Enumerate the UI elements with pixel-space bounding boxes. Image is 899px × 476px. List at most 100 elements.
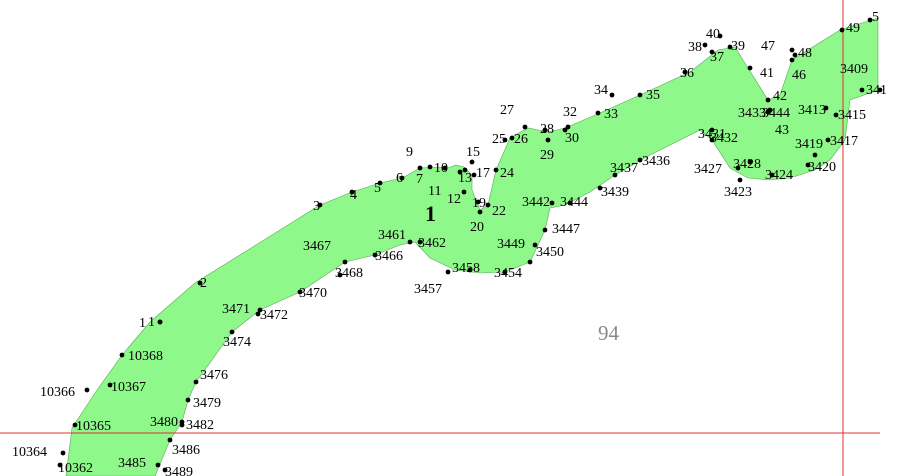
vertex-point[interactable]	[542, 127, 548, 133]
vertex-point[interactable]	[812, 152, 818, 158]
vertex-point[interactable]	[155, 462, 161, 468]
vertex-point[interactable]	[197, 280, 203, 286]
vertex-point[interactable]	[417, 239, 423, 245]
vertex-point[interactable]	[372, 252, 378, 258]
vertex-label: 7	[416, 172, 423, 187]
vertex-point[interactable]	[445, 269, 451, 275]
vertex-point[interactable]	[637, 92, 643, 98]
vertex-point[interactable]	[407, 239, 413, 245]
vertex-point[interactable]	[609, 92, 615, 98]
vertex-label: 39	[731, 39, 745, 54]
vertex-point[interactable]	[477, 209, 483, 215]
vertex-point[interactable]	[485, 202, 491, 208]
vertex-point[interactable]	[637, 157, 643, 163]
vertex-point[interactable]	[597, 185, 603, 191]
vertex-label: 3423	[724, 185, 752, 200]
vertex-point[interactable]	[167, 437, 173, 443]
vertex-point[interactable]	[502, 269, 508, 275]
vertex-point[interactable]	[84, 387, 90, 393]
vertex-point[interactable]	[72, 422, 78, 428]
vertex-point[interactable]	[549, 200, 555, 206]
vertex-point[interactable]	[229, 329, 235, 335]
vertex-label: 3470	[299, 286, 327, 301]
vertex-point[interactable]	[469, 159, 475, 165]
vertex-point[interactable]	[462, 167, 468, 173]
vertex-point[interactable]	[859, 87, 865, 93]
vertex-label: 20	[470, 220, 484, 235]
vertex-point[interactable]	[682, 69, 688, 75]
vertex-point[interactable]	[527, 259, 533, 265]
vertex-point[interactable]	[595, 110, 601, 116]
vertex-point[interactable]	[60, 450, 66, 456]
vertex-point[interactable]	[839, 27, 845, 33]
vertex-point[interactable]	[119, 352, 125, 358]
vertex-point[interactable]	[789, 47, 795, 53]
vertex-label: 3480	[150, 415, 178, 430]
vertex-point[interactable]	[765, 109, 771, 115]
vertex-label: 13	[458, 171, 472, 186]
vertex-point[interactable]	[805, 162, 811, 168]
vertex-point[interactable]	[349, 189, 355, 195]
vertex-point[interactable]	[709, 137, 715, 143]
vertex-point[interactable]	[565, 124, 571, 130]
vertex-point[interactable]	[377, 180, 383, 186]
vertex-point[interactable]	[107, 382, 113, 388]
vertex-point[interactable]	[317, 202, 323, 208]
vertex-point[interactable]	[297, 289, 303, 295]
vertex-point[interactable]	[337, 272, 343, 278]
vertex-point[interactable]	[735, 165, 741, 171]
vertex-point[interactable]	[877, 87, 883, 93]
vertex-label: 27	[500, 103, 514, 118]
vertex-point[interactable]	[185, 397, 191, 403]
vertex-point[interactable]	[709, 127, 715, 133]
vertex-point[interactable]	[471, 172, 477, 178]
vertex-point[interactable]	[157, 319, 163, 325]
vertex-label: 40	[706, 27, 720, 42]
vertex-point[interactable]	[493, 167, 499, 173]
vertex-point[interactable]	[737, 177, 743, 183]
vertex-point[interactable]	[823, 105, 829, 111]
vertex-point[interactable]	[825, 137, 831, 143]
vertex-point[interactable]	[461, 189, 467, 195]
vertex-point[interactable]	[727, 44, 733, 50]
vertex-point[interactable]	[792, 52, 798, 58]
vertex-point[interactable]	[162, 467, 168, 473]
vertex-point[interactable]	[179, 422, 185, 428]
vertex-point[interactable]	[702, 42, 708, 48]
vertex-point[interactable]	[342, 259, 348, 265]
vertex-point[interactable]	[467, 267, 473, 273]
vertex-point[interactable]	[747, 65, 753, 71]
vertex-point[interactable]	[257, 307, 263, 313]
vertex-label: 3419	[795, 137, 823, 152]
vertex-label: 3479	[193, 396, 221, 411]
vertex-point[interactable]	[57, 462, 63, 468]
vertex-point[interactable]	[562, 127, 568, 133]
vertex-point[interactable]	[475, 199, 481, 205]
parcel-1-area[interactable]	[65, 17, 879, 476]
vertex-point[interactable]	[442, 165, 448, 171]
vertex-point[interactable]	[789, 57, 795, 63]
vertex-point[interactable]	[717, 33, 723, 39]
vertex-point[interactable]	[542, 227, 548, 233]
vertex-point[interactable]	[709, 49, 715, 55]
vertex-point[interactable]	[522, 124, 528, 130]
vertex-point[interactable]	[255, 311, 261, 317]
vertex-point[interactable]	[567, 200, 573, 206]
vertex-point[interactable]	[545, 137, 551, 143]
vertex-point[interactable]	[532, 242, 538, 248]
vertex-point[interactable]	[502, 137, 508, 143]
vertex-point[interactable]	[193, 379, 199, 385]
vertex-point[interactable]	[427, 164, 433, 170]
vertex-label: 10	[434, 161, 448, 176]
vertex-point[interactable]	[747, 159, 753, 165]
vertex-point[interactable]	[509, 135, 515, 141]
vertex-point[interactable]	[457, 169, 463, 175]
vertex-point[interactable]	[399, 175, 405, 181]
vertex-point[interactable]	[769, 172, 775, 178]
vertex-point[interactable]	[612, 172, 618, 178]
vertex-point[interactable]	[833, 112, 839, 118]
vertex-point[interactable]	[765, 97, 771, 103]
vertex-point[interactable]	[417, 165, 423, 171]
vertex-point[interactable]	[867, 17, 873, 23]
